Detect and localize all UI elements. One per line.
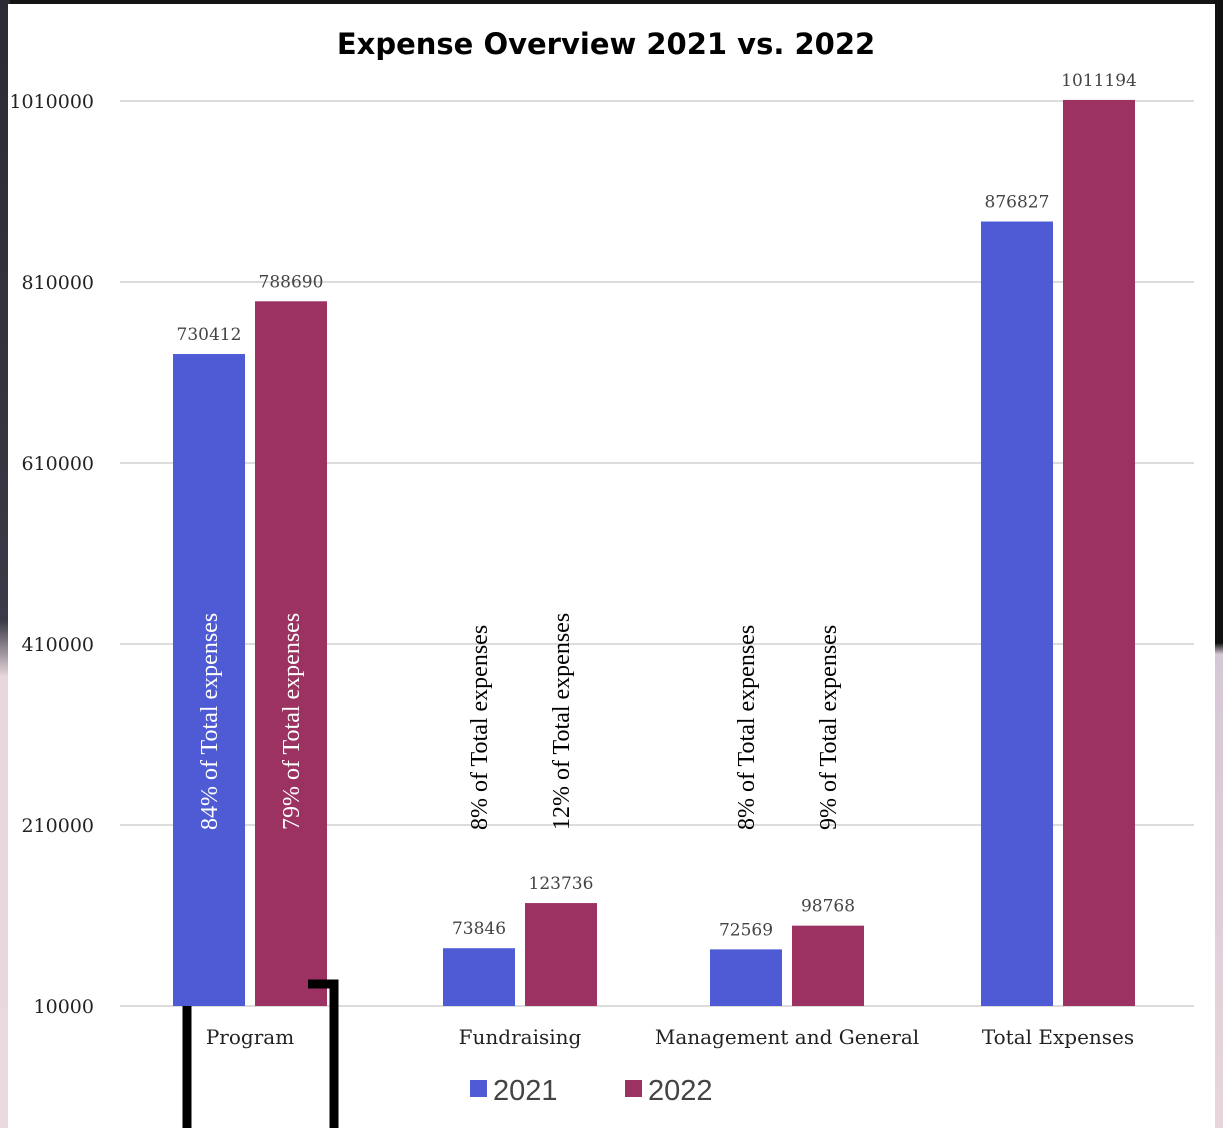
bar-chart: Expense Overview 2021 vs. 2022 1010000 81…	[9, 27, 1194, 1128]
left-border	[0, 0, 10, 1128]
bar-annotation: 8% of Total expenses	[734, 625, 760, 830]
chart-card: Expense Overview 2021 vs. 2022 1010000 81…	[8, 4, 1215, 1128]
legend-swatch-2022	[625, 1080, 642, 1097]
y-tick-label: 410000	[21, 634, 94, 656]
bar-2022	[525, 903, 597, 1006]
data-label: 788690	[259, 272, 324, 292]
right-border	[1213, 0, 1223, 1128]
bar-2022	[792, 925, 864, 1006]
data-label: 876827	[985, 193, 1050, 213]
bar-2021	[173, 354, 245, 1007]
bar-annotation: 12% of Total expenses	[549, 613, 575, 830]
data-label: 72569	[719, 920, 773, 940]
bar-annotation: 84% of Total expenses	[197, 613, 223, 830]
data-label: 1011194	[1061, 71, 1137, 91]
x-tick-label: Management and General	[655, 1025, 919, 1049]
y-tick-label: 210000	[21, 815, 94, 837]
black-bracket-overlay	[182, 979, 339, 1128]
legend-label: 2022	[648, 1075, 713, 1107]
bar-2022	[1063, 99, 1135, 1006]
data-label: 98768	[801, 897, 855, 917]
y-tick-label: 610000	[21, 453, 94, 475]
data-label: 73846	[452, 919, 506, 939]
legend-label: 2021	[493, 1075, 558, 1107]
data-label: 730412	[177, 325, 242, 345]
x-tick-label: Fundraising	[459, 1025, 582, 1049]
bar-2021	[710, 949, 782, 1006]
y-tick-label: 1010000	[9, 91, 94, 113]
bar-2021	[981, 221, 1053, 1007]
y-tick-label: 10000	[34, 996, 94, 1018]
chart-title: Expense Overview 2021 vs. 2022	[337, 27, 875, 61]
bar-2022	[255, 301, 327, 1007]
data-label: 123736	[529, 874, 594, 894]
legend-swatch-2021	[470, 1080, 487, 1097]
x-tick-label: Program	[206, 1025, 294, 1049]
x-tick-label: Total Expenses	[982, 1025, 1134, 1049]
bar-annotation: 8% of Total expenses	[467, 625, 493, 830]
bar-2021	[443, 948, 515, 1006]
bar-annotation: 79% of Total expenses	[279, 613, 305, 830]
y-tick-label: 810000	[21, 272, 94, 294]
bar-annotation: 9% of Total expenses	[816, 625, 842, 830]
